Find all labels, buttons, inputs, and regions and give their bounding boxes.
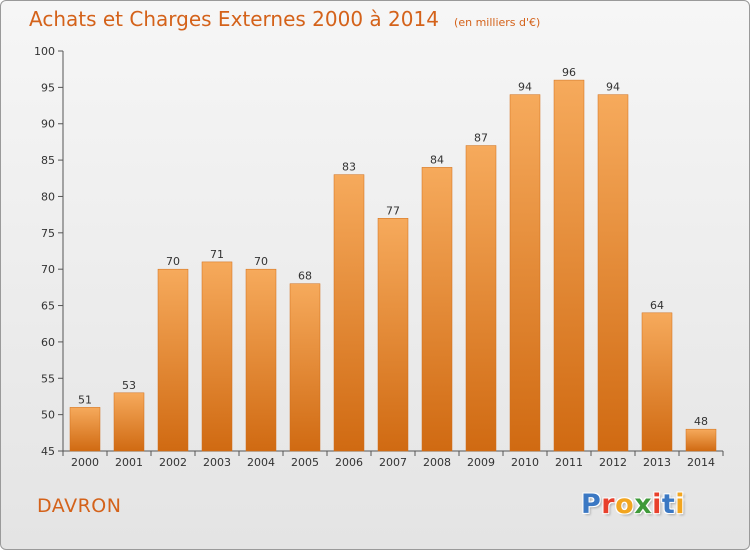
- y-tick-label: 80: [41, 190, 55, 203]
- logo-letter: i: [675, 489, 686, 520]
- bar-2002: [157, 268, 189, 452]
- data-label-2013: 64: [650, 299, 664, 312]
- data-label-2012: 94: [606, 81, 620, 94]
- bar-2007: [377, 218, 409, 452]
- bar-2005: [289, 283, 321, 452]
- x-axis: 2000 2001 2002 2003 2004 2005 2006 2007 2008 2009…: [62, 450, 724, 469]
- title-row: Achats et Charges Externes 2000 à 2014 (…: [29, 7, 540, 31]
- y-axis: 45 50 55 60 65 70 75 80 85 90 95 100: [34, 45, 64, 458]
- y-tick-label: 50: [41, 409, 55, 422]
- bar-2001: [113, 392, 145, 452]
- bar-2008: [421, 167, 453, 452]
- x-tick-label: 2005: [291, 456, 319, 469]
- chart-title: Achats et Charges Externes 2000 à 2014: [29, 7, 439, 31]
- data-label-2004: 70: [254, 255, 268, 268]
- bar-2003: [201, 261, 233, 452]
- x-tick-label: 2006: [335, 456, 363, 469]
- bar-2004: [245, 268, 277, 452]
- logo-letter: r: [601, 489, 616, 520]
- bars: [69, 79, 717, 452]
- x-tick-label: 2008: [423, 456, 451, 469]
- bar-2000: [69, 407, 101, 452]
- data-label-2007: 77: [386, 204, 400, 217]
- place-name: DAVRON: [37, 495, 122, 517]
- data-label-2005: 68: [298, 270, 312, 283]
- data-label-2006: 83: [342, 161, 356, 174]
- data-label-2008: 84: [430, 153, 444, 166]
- x-tick-label: 2012: [599, 456, 627, 469]
- y-tick-label: 65: [41, 300, 55, 313]
- data-label-2014: 48: [694, 415, 708, 428]
- bar-2006: [333, 174, 365, 452]
- y-tick-label: 55: [41, 372, 55, 385]
- data-label-2011: 96: [562, 66, 576, 79]
- proxiti-logo[interactable]: Proxiti: [581, 489, 685, 520]
- x-tick-label: 2010: [511, 456, 539, 469]
- y-tick-label: 75: [41, 227, 55, 240]
- data-label-2001: 53: [122, 379, 136, 392]
- chart-subtitle: (en milliers d'€): [454, 16, 541, 29]
- x-tick-label: 2000: [71, 456, 99, 469]
- logo-letter: o: [615, 489, 635, 520]
- logo-letter: P: [581, 489, 602, 520]
- y-tick-label: 90: [41, 118, 55, 131]
- y-tick-label: 60: [41, 336, 55, 349]
- x-tick-label: 2007: [379, 456, 407, 469]
- bar-2012: [597, 94, 629, 452]
- bar-2013: [641, 312, 673, 452]
- data-label-2002: 70: [166, 255, 180, 268]
- bar-2009: [465, 145, 497, 452]
- x-tick-label: 2003: [203, 456, 231, 469]
- x-tick-label: 2011: [555, 456, 583, 469]
- y-tick-label: 45: [41, 445, 55, 458]
- logo-letter: x: [634, 489, 653, 520]
- y-tick-label: 85: [41, 154, 55, 167]
- logo-letter: i: [652, 489, 662, 520]
- x-tick-label: 2013: [643, 456, 671, 469]
- data-label-2000: 51: [78, 393, 92, 406]
- data-label-2010: 94: [518, 81, 532, 94]
- y-tick-label: 70: [41, 263, 55, 276]
- x-tick-label: 2001: [115, 456, 143, 469]
- x-tick-label: 2009: [467, 456, 495, 469]
- x-tick-label: 2002: [159, 456, 187, 469]
- bar-2011: [553, 79, 585, 452]
- data-labels: 51 53 70 71 70 68 83 77 84 87 94 96 94 64 48: [78, 66, 708, 428]
- bar-2010: [509, 94, 541, 452]
- logo-letter: t: [661, 489, 676, 520]
- y-tick-label: 95: [41, 81, 55, 94]
- x-tick-label: 2014: [687, 456, 715, 469]
- x-tick-label: 2004: [247, 456, 275, 469]
- data-label-2003: 71: [210, 248, 224, 261]
- y-tick-label: 100: [34, 45, 55, 58]
- data-label-2009: 87: [474, 132, 488, 145]
- bar-2014: [685, 428, 717, 452]
